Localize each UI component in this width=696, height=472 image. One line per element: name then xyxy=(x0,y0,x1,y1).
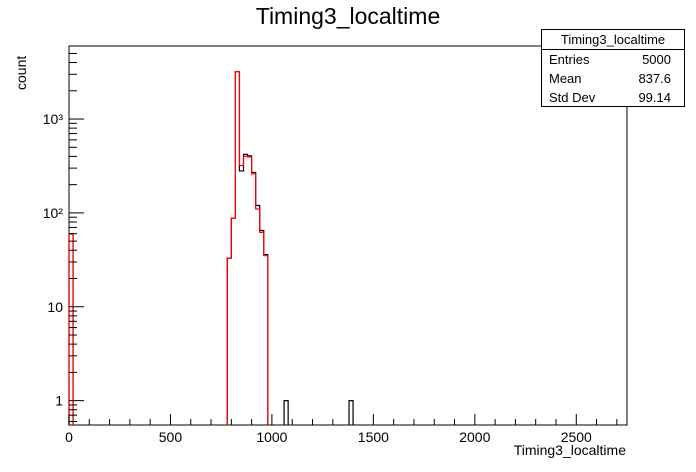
histogram-bin-s2-11 xyxy=(264,256,268,425)
histogram-series-1 xyxy=(68,71,354,425)
histogram-bin-s2-4 xyxy=(235,72,239,425)
x-tick-label-2500: 2500 xyxy=(561,429,592,445)
x-tick-label-0: 0 xyxy=(65,429,73,445)
histogram-bin-s1-12 xyxy=(284,401,288,425)
stats-row-mean: Mean 837.6 xyxy=(542,69,684,88)
stats-row-stddev: Std Dev 99.14 xyxy=(542,88,684,107)
histogram-bin-s2-6 xyxy=(244,156,248,425)
histogram-bin-s2-2 xyxy=(227,258,231,425)
y-tick-label-1: 1 xyxy=(55,393,63,409)
histogram-bin-s2-9 xyxy=(256,209,260,425)
histogram-bin-s2-10 xyxy=(260,232,264,425)
stats-mean-value: 837.6 xyxy=(638,71,671,86)
histogram-bin-s2-3 xyxy=(231,218,235,425)
histogram-bin-s2-7 xyxy=(248,157,252,425)
y-tick-label-100: 10² xyxy=(43,205,64,221)
x-tick-label-2000: 2000 xyxy=(459,429,490,445)
y-axis-label: count xyxy=(13,55,29,90)
histogram-bin-s2-8 xyxy=(252,174,256,425)
chart-title: Timing3_localtime xyxy=(255,3,441,29)
histogram-bin-s1-13 xyxy=(349,401,353,425)
y-tick-label-10: 10 xyxy=(47,299,63,315)
x-axis-label: Timing3_localtime xyxy=(513,442,626,458)
stats-box: Timing3_localtime Entries 5000 Mean 837.… xyxy=(541,29,685,107)
x-tick-label-1500: 1500 xyxy=(358,429,389,445)
stats-row-entries: Entries 5000 xyxy=(542,50,684,69)
x-tick-label-500: 500 xyxy=(159,429,183,445)
stats-mean-label: Mean xyxy=(549,71,582,86)
stats-stddev-label: Std Dev xyxy=(549,90,596,105)
y-tick-label-1000: 10³ xyxy=(43,111,64,127)
stats-entries-value: 5000 xyxy=(642,52,671,67)
stats-title: Timing3_localtime xyxy=(542,30,684,50)
stats-stddev-value: 99.14 xyxy=(638,90,671,105)
stats-entries-label: Entries xyxy=(549,52,590,67)
x-tick-label-1000: 1000 xyxy=(256,429,287,445)
histogram-bin-s2-5 xyxy=(239,165,243,425)
